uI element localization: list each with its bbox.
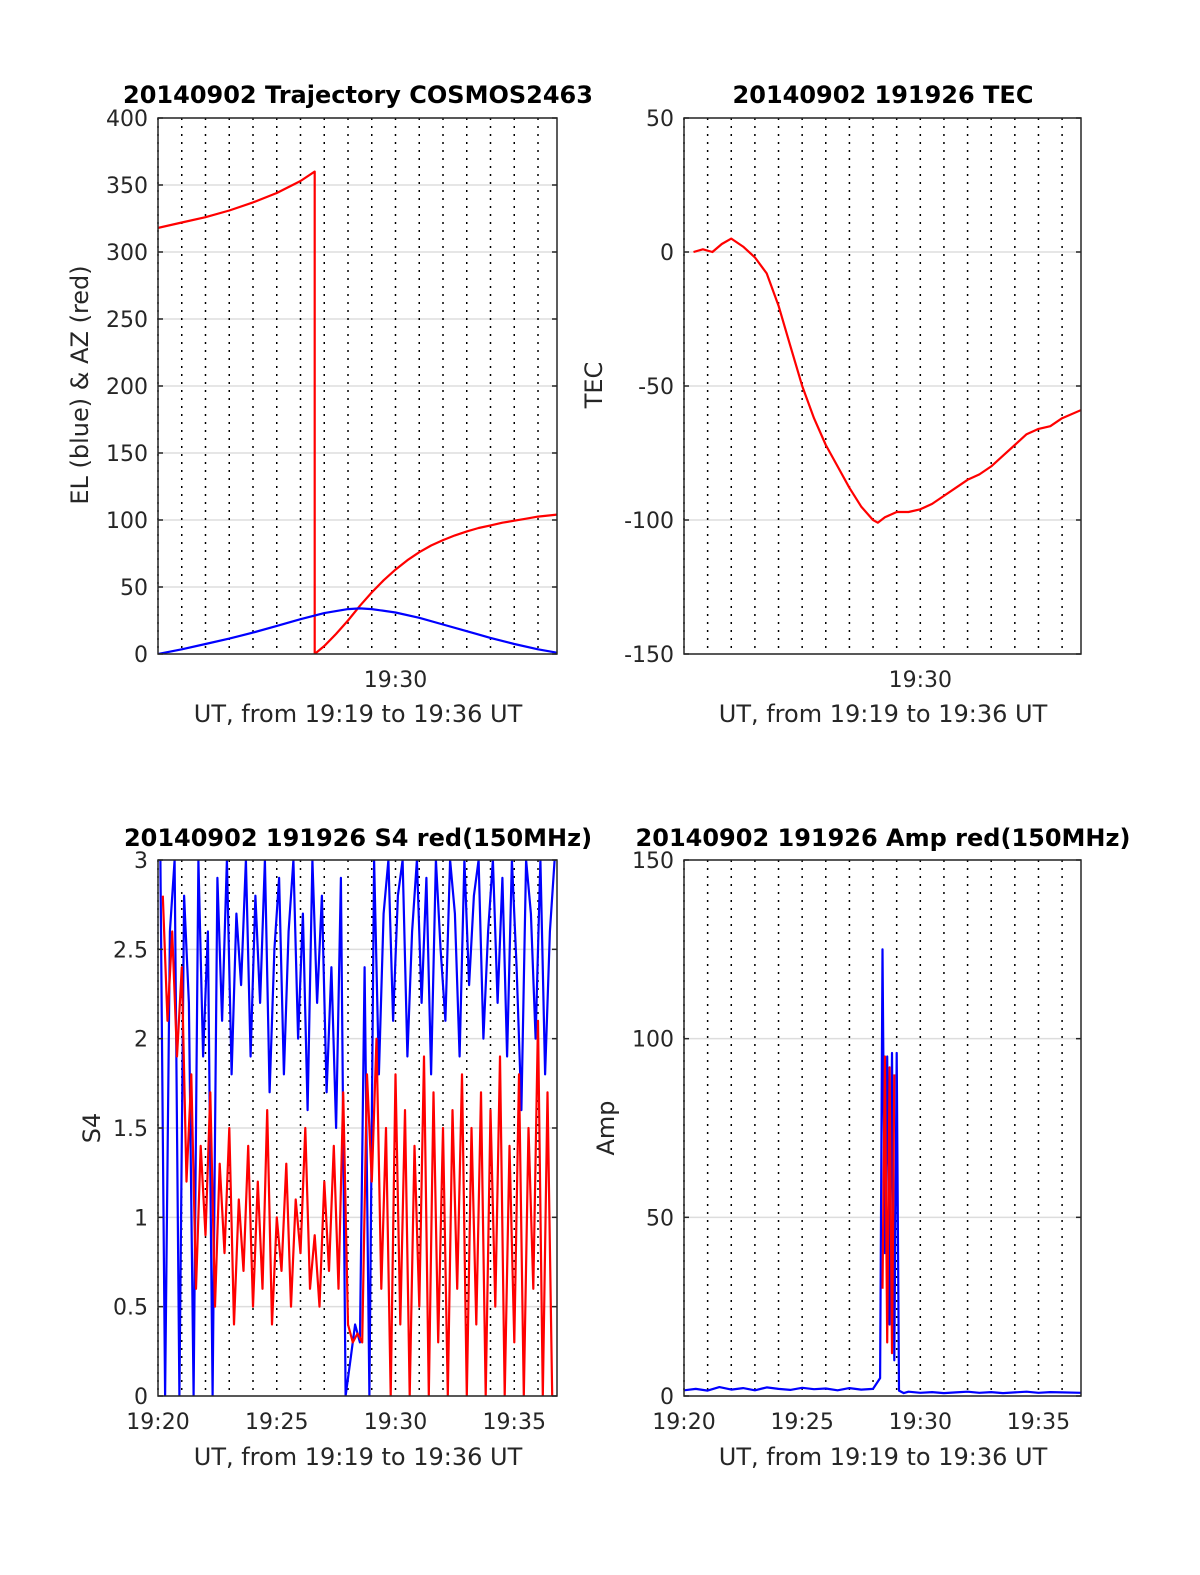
y-tick-label: 150 [106,442,148,467]
y-tick-label: 0.5 [113,1296,148,1321]
y-tick-label: 100 [106,509,148,534]
y-tick-label: 300 [106,241,148,266]
y-tick-label: 250 [106,308,148,333]
axes-frame [683,859,1082,1397]
panel-trajectory: 20140902 Trajectory COSMOS2463 0 50 100 150… [66,81,593,728]
x-tick-label: 19:35 [483,1410,546,1435]
y-tick-label: 0 [660,241,674,266]
y-tick-label: 1.5 [113,1117,148,1142]
chart-title-amp: 20140902 191926 Amp red(150MHz) [636,824,1131,852]
x-axis-label-amp: UT, from 19:19 to 19:36 UT [719,1443,1048,1471]
x-axis-label-s4: UT, from 19:19 to 19:36 UT [194,1443,523,1471]
y-tick-label: 200 [106,375,148,400]
series-line-trajectory-0 [158,170,557,654]
y-tick-label: 400 [106,107,148,132]
y-tick-label: -100 [624,509,674,534]
y-tick-label: 150 [632,849,674,874]
y-tick-label: 50 [120,576,148,601]
x-tick-label: 19:30 [889,668,952,693]
y-tick-label: 100 [632,1028,674,1053]
x-tick-label: 19:30 [364,668,427,693]
x-axis-label-trajectory: UT, from 19:19 to 19:36 UT [194,700,523,728]
x-tick-label: 19:25 [245,1410,308,1435]
plot-area-trajectory: 0 50 100 150 200 250 300 350 400 19:30 [106,107,558,693]
series-line-trajectory-1 [158,607,557,654]
y-tick-label: 50 [646,1206,674,1231]
x-tick-label: 19:35 [1007,1410,1070,1435]
chart-title-s4: 20140902 191926 S4 red(150MHz) [124,824,592,852]
plot-area-s4: 0 0.5 1 1.5 2 2.5 3 19:20 19:25 19:30 19:35 [113,849,558,1435]
x-tick-label: 19:20 [126,1410,189,1435]
plot-area-tec: -150 -100 -50 0 50 19:30 [624,107,1082,693]
y-tick-label: 3 [134,849,148,874]
y-tick-label: -150 [624,643,674,668]
series-line-amp-0 [684,948,1081,1395]
series-line-s4-1 [161,895,554,1396]
panel-tec: 20140902 191926 TEC -150-100-5005019:30 … [580,81,1082,728]
y-tick-label: 50 [646,107,674,132]
x-tick-label: 19:20 [652,1410,715,1435]
x-tick-label: 19:30 [364,1410,427,1435]
x-tick-label: 19:30 [889,1410,952,1435]
y-tick-label: 0 [660,1385,674,1410]
y-axis-label-s4: S4 [78,1113,106,1144]
y-tick-label: 2.5 [113,938,148,963]
y-tick-label: 2 [134,1028,148,1053]
panel-amp: 20140902 191926 Amp red(150MHz) 0 50 100 15… [592,824,1130,1471]
y-tick-label: 0 [134,1385,148,1410]
y-axis-label-trajectory: EL (blue) & AZ (red) [66,265,94,504]
series-line-tec-0 [693,237,1081,524]
chart-title-trajectory: 20140902 Trajectory COSMOS2463 [123,81,593,109]
y-axis-label-amp: Amp [592,1100,620,1155]
y-tick-label: -50 [638,375,674,400]
y-tick-label: 0 [134,643,148,668]
panel-s4: 20140902 191926 S4 red(150MHz) 0 0.5 1 1.5 2… [78,824,592,1471]
x-tick-label: 19:25 [770,1410,833,1435]
y-tick-label: 1 [134,1206,148,1231]
plot-area-amp: 0 50 100 150 19:20 19:25 19:30 19:35 [632,849,1082,1435]
y-axis-label-tec: TEC [580,362,608,410]
y-tick-label: 350 [106,174,148,199]
x-axis-label-tec: UT, from 19:19 to 19:36 UT [719,700,1048,728]
series-line-amp-1 [881,1055,896,1355]
chart-title-tec: 20140902 191926 TEC [733,81,1034,109]
